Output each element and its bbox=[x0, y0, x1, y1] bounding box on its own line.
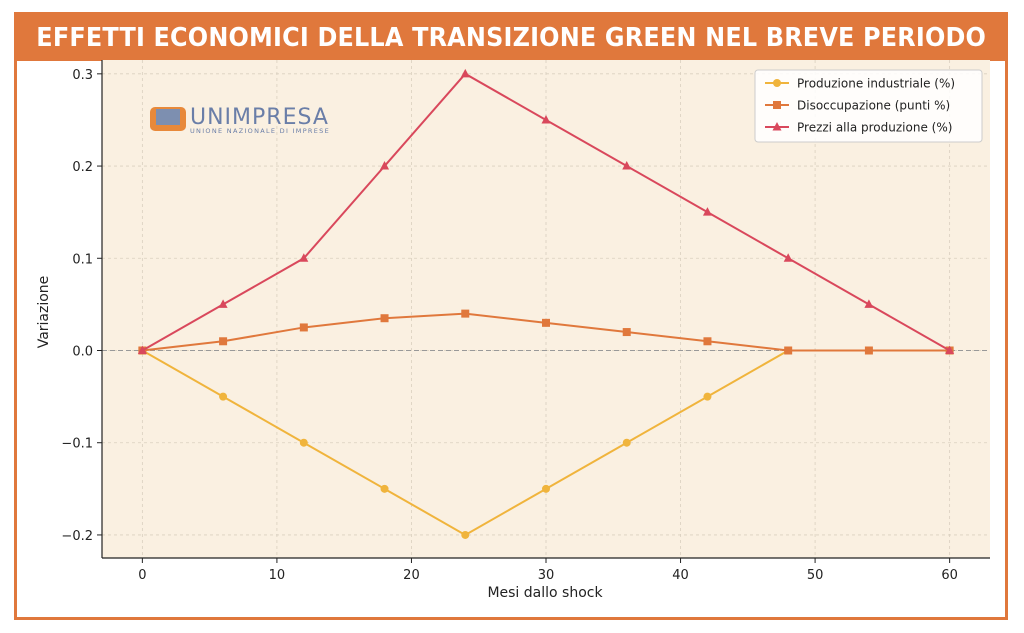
legend-item: Produzione industriale (%) bbox=[765, 77, 955, 91]
data-point bbox=[864, 299, 874, 308]
series-layer bbox=[137, 68, 955, 539]
data-point bbox=[299, 253, 309, 262]
y-tick-label: 0.3 bbox=[72, 68, 93, 83]
data-point bbox=[541, 114, 551, 124]
data-point bbox=[380, 484, 389, 493]
x-tick-label: 20 bbox=[403, 568, 420, 583]
legend-swatch-marker bbox=[772, 122, 782, 131]
data-point bbox=[219, 337, 228, 346]
logo-mark-inner bbox=[156, 109, 180, 125]
data-point bbox=[299, 323, 308, 332]
data-point bbox=[783, 253, 793, 262]
legend-item: Prezzi alla produzione (%) bbox=[765, 121, 952, 135]
y-tick-label: 0.1 bbox=[72, 252, 93, 267]
y-tick-label: −0.1 bbox=[61, 437, 93, 452]
y-tick-label: −0.2 bbox=[61, 529, 93, 544]
data-point bbox=[219, 392, 228, 401]
legend-label: Prezzi alla produzione (%) bbox=[797, 121, 952, 135]
legend-swatch-marker bbox=[773, 79, 781, 87]
title-banner: EFFETTI ECONOMICI DELLA TRANSIZIONE GREE… bbox=[17, 15, 1005, 61]
data-point bbox=[703, 392, 712, 401]
data-point bbox=[945, 345, 955, 354]
data-point bbox=[703, 337, 712, 346]
unimpresa-logo: UNIMPRESA UNIONE NAZIONALE DI IMPRESE bbox=[150, 105, 330, 135]
data-point bbox=[622, 328, 631, 337]
data-point bbox=[461, 530, 470, 539]
data-point bbox=[380, 314, 389, 323]
page-title: EFFETTI ECONOMICI DELLA TRANSIZIONE GREE… bbox=[36, 23, 986, 53]
logo-brand: UNIMPRESA bbox=[190, 105, 329, 130]
x-tick-label: 30 bbox=[538, 568, 555, 583]
y-axis-label: Variazione bbox=[36, 276, 52, 349]
legend-swatch-marker bbox=[773, 101, 781, 109]
x-tick-label: 50 bbox=[807, 568, 824, 583]
data-point bbox=[461, 309, 470, 318]
data-point bbox=[299, 438, 308, 447]
legend-item: Disoccupazione (punti %) bbox=[765, 99, 950, 113]
legend: Produzione industriale (%) Disoccupazione… bbox=[754, 69, 983, 143]
x-tick-label: 40 bbox=[672, 568, 689, 583]
legend-label: Disoccupazione (punti %) bbox=[797, 99, 950, 113]
data-point bbox=[380, 161, 390, 170]
data-point bbox=[702, 207, 712, 216]
data-point bbox=[218, 299, 228, 308]
data-point bbox=[784, 346, 793, 355]
logo-tagline: UNIONE NAZIONALE DI IMPRESE bbox=[190, 127, 330, 135]
data-point bbox=[864, 346, 873, 355]
data-point bbox=[460, 68, 470, 78]
x-tick-label: 0 bbox=[138, 568, 146, 583]
axes: 0 10 20 30 40 50 60 −0.2 −0.1 0.0 0.1 0.2 0.3 bbox=[61, 60, 990, 583]
x-tick-label: 60 bbox=[941, 568, 958, 583]
x-axis-label: Mesi dallo shock bbox=[487, 585, 603, 601]
data-point bbox=[137, 345, 147, 354]
data-point bbox=[542, 484, 550, 493]
y-tick-label: 0.2 bbox=[72, 160, 93, 175]
data-point bbox=[542, 318, 550, 327]
data-point bbox=[622, 161, 632, 170]
y-tick-label: 0.0 bbox=[72, 345, 93, 360]
series-3 bbox=[137, 68, 955, 354]
x-tick-label: 10 bbox=[269, 568, 286, 583]
legend-box bbox=[754, 69, 983, 143]
legend-label: Produzione industriale (%) bbox=[797, 77, 955, 91]
data-point bbox=[622, 438, 631, 447]
